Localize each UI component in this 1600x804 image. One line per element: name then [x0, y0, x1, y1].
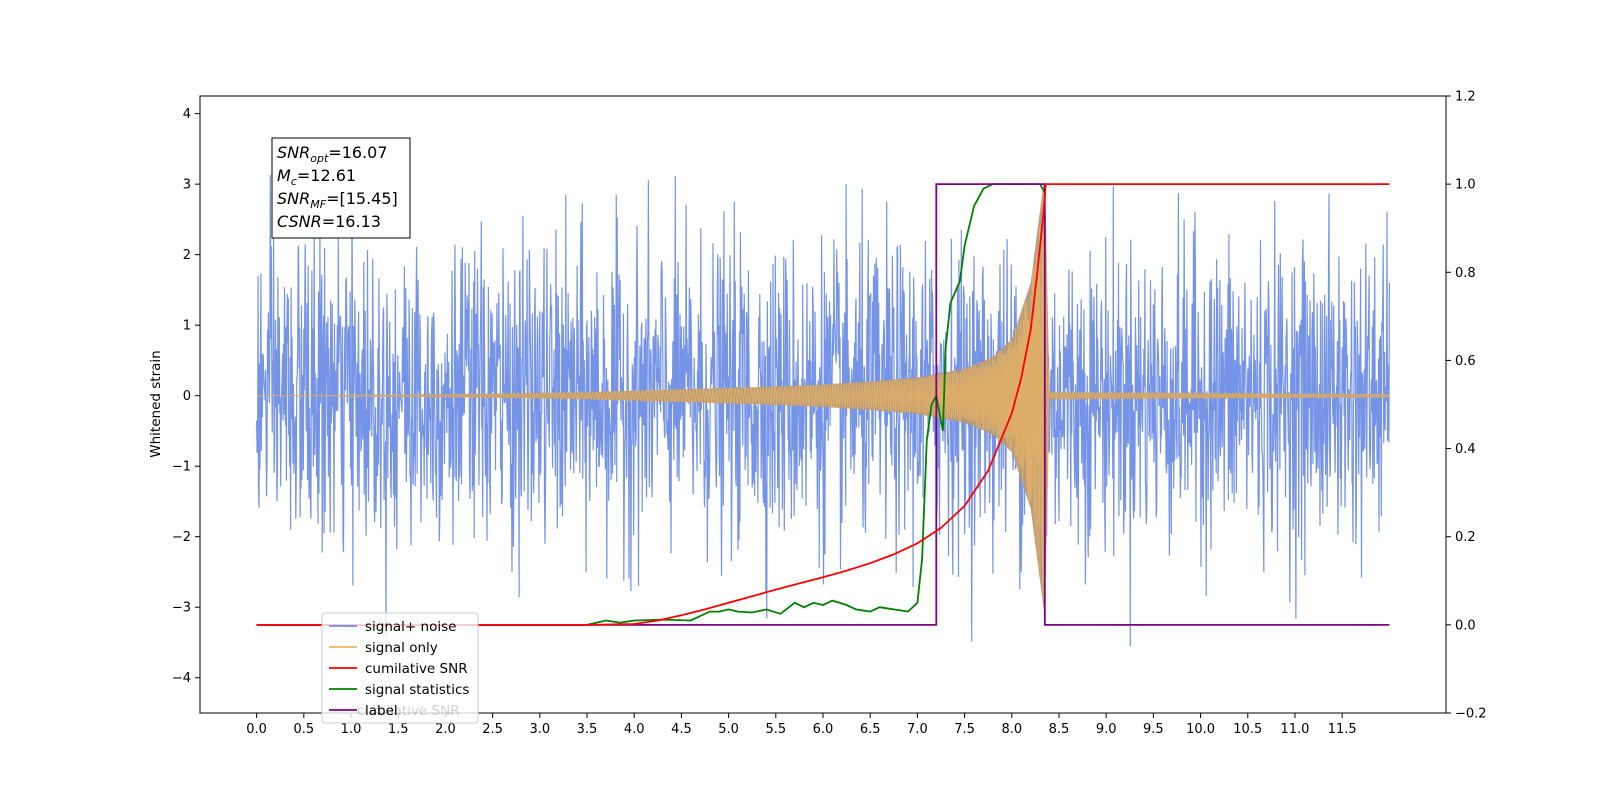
series-signal-noise-line: [256, 175, 1390, 647]
x-tick-label: 2.5: [482, 722, 503, 737]
legend: cumilative SNR signal+ noise signal only cu…: [321, 612, 479, 724]
x-tick-label: 11.0: [1280, 722, 1309, 737]
x-tick-label: 8.5: [1049, 722, 1070, 737]
y-tick-label: −1: [172, 460, 191, 475]
y2-tick-label: 0.0: [1455, 618, 1476, 633]
y-axis-label: Whitened strain: [148, 350, 164, 457]
legend-label: signal+ noise: [365, 619, 456, 635]
y-tick-label: −3: [172, 601, 191, 616]
x-axis: 0.0 0.5 1.0 1.5 2.0 2.5 3.0 3.5 4.0 4.5 5.0 5.5 6.0 6…: [246, 713, 1357, 737]
x-tick-label: 5.5: [765, 722, 786, 737]
x-tick-label: 4.5: [671, 722, 692, 737]
legend-label: cumilative SNR: [365, 661, 468, 677]
y-axis-left: 4 3 2 1 0 −1 −2 −3 −4: [172, 107, 200, 686]
info-line: SNRopt=16.07: [277, 143, 388, 165]
y-tick-label: −4: [172, 671, 191, 686]
x-tick-label: 3.0: [529, 722, 550, 737]
x-tick-label: 3.5: [577, 722, 598, 737]
info-box: SNRopt=16.07Mc=12.61SNRMF=[15.45]CSNR=16…: [271, 137, 411, 239]
y2-tick-label: −0.2: [1455, 707, 1487, 722]
series-signal-only-envelope: [256, 180, 1390, 611]
info-line: Mc=12.61: [277, 166, 356, 188]
legend-label: signal only: [365, 640, 438, 656]
legend-box: [321, 612, 479, 724]
x-tick-label: 4.0: [624, 722, 645, 737]
y-tick-label: 4: [183, 107, 191, 122]
x-tick-label: 5.0: [718, 722, 739, 737]
x-tick-label: 7.5: [954, 722, 975, 737]
y-tick-label: 2: [183, 248, 191, 263]
x-tick-label: 8.0: [1001, 722, 1022, 737]
y2-tick-label: 1.0: [1455, 178, 1476, 193]
y-tick-label: 1: [183, 319, 191, 334]
info-box-frame: [271, 137, 411, 239]
x-tick-label: 9.0: [1096, 722, 1117, 737]
legend-label: signal statistics: [365, 682, 469, 698]
x-tick-label: 6.5: [860, 722, 881, 737]
x-tick-label: 10.0: [1186, 722, 1215, 737]
y-tick-label: −2: [172, 530, 191, 545]
legend-ghost-label: cumilative SNR: [357, 703, 460, 719]
series-label-line: [256, 183, 1390, 626]
info-line: SNRMF=[15.45]: [277, 189, 398, 211]
series-layer: [256, 175, 1390, 647]
x-tick-label: 10.5: [1233, 722, 1262, 737]
y2-tick-label: 0.8: [1455, 266, 1476, 281]
y-tick-label: 3: [183, 178, 191, 193]
x-tick-label: 1.5: [388, 722, 409, 737]
y2-tick-label: 0.6: [1455, 354, 1476, 369]
x-tick-label: 9.5: [1143, 722, 1164, 737]
y-axis-right: 1.2 1.0 0.8 0.6 0.4 0.2 0.0 −0.2: [1446, 90, 1487, 722]
x-tick-label: 0.0: [246, 722, 267, 737]
y2-tick-label: 1.2: [1455, 90, 1476, 105]
legend-label: label: [365, 703, 398, 719]
x-tick-label: 0.5: [293, 722, 314, 737]
x-tick-label: 1.0: [341, 722, 362, 737]
x-tick-label: 6.0: [813, 722, 834, 737]
series-signal-statistics-line: [256, 183, 1046, 626]
series-signal-only-line: [256, 192, 1390, 598]
info-line: CSNR=16.13: [277, 212, 381, 231]
y2-tick-label: 0.2: [1455, 530, 1476, 545]
y2-tick-label: 0.4: [1455, 442, 1476, 457]
y-tick-label: 0: [183, 389, 191, 404]
x-tick-label: 7.0: [907, 722, 928, 737]
series-cumulative-snr-line: [256, 183, 1390, 626]
x-tick-label: 11.5: [1328, 722, 1357, 737]
x-tick-label: 2.0: [435, 722, 456, 737]
